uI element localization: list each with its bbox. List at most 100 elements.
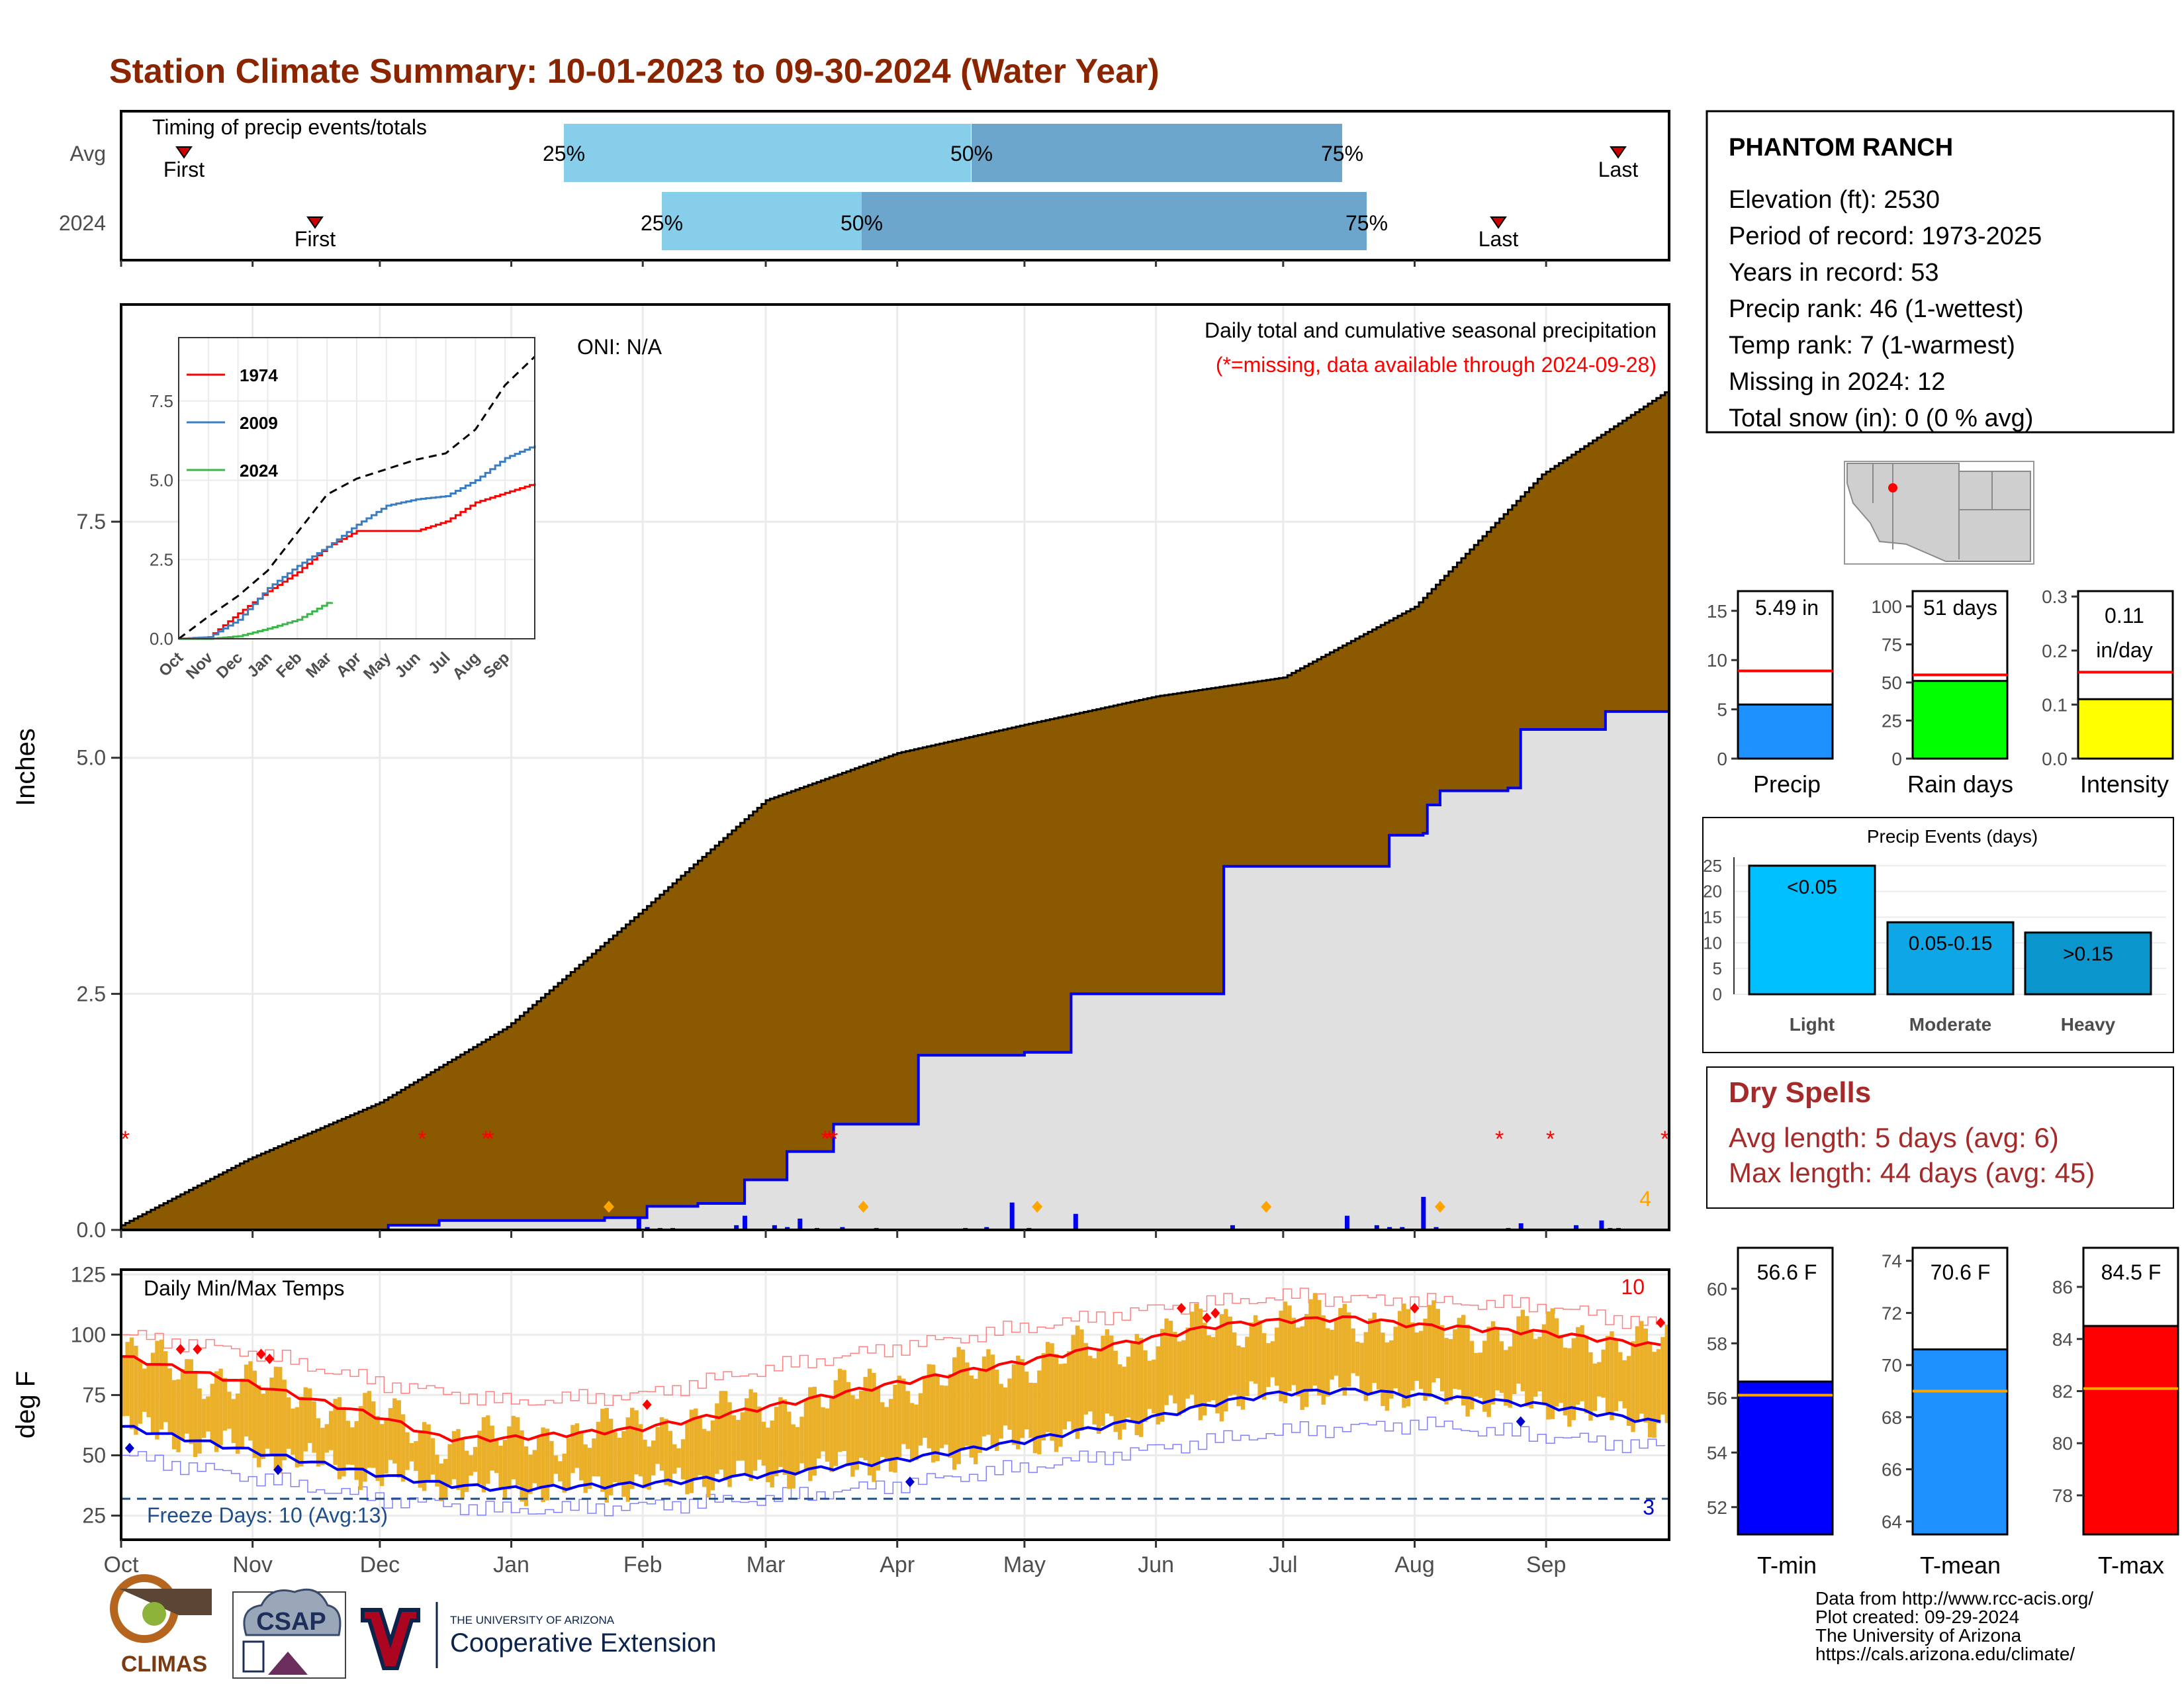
daily-precip-bar [772, 1225, 777, 1230]
daily-temp-bar [1050, 1343, 1054, 1441]
daily-temp-bar [469, 1455, 473, 1476]
daily-temp-bar [1457, 1317, 1461, 1390]
events-ytick: 20 [1703, 882, 1722, 902]
avg-50-75-bar [972, 124, 1342, 182]
daily-temp-bar [409, 1442, 414, 1462]
inset-series-2009 [179, 445, 536, 640]
daily-temp-bar [1453, 1329, 1457, 1389]
footer-line: Plot created: 09-29-2024 [1815, 1607, 2019, 1627]
footer-line: The University of Arizona [1815, 1625, 2022, 1646]
month-label: Jun [1138, 1552, 1174, 1577]
summary-ytick: 100 [1871, 596, 1902, 617]
daily-temp-bar [1160, 1329, 1165, 1422]
daily-temp-bar [761, 1421, 766, 1466]
temp-summary-ytick: 64 [1882, 1511, 1902, 1532]
daily-temp-bar [821, 1407, 825, 1452]
daily-temp-bar [1228, 1316, 1232, 1396]
missing-marker: * [121, 1127, 130, 1152]
daily-temp-bar [766, 1427, 770, 1483]
daily-precip-bar [645, 1227, 650, 1230]
daily-temp-bar [757, 1406, 762, 1460]
summary-ytick: 0.3 [2042, 586, 2068, 607]
daily-temp-bar [782, 1399, 788, 1475]
daily-temp-bar [541, 1427, 545, 1503]
daily-precip-bar [743, 1215, 748, 1230]
daily-temp-bar [659, 1417, 664, 1471]
daily-temp-bar [227, 1391, 232, 1429]
timing-marker-icon [306, 216, 324, 229]
summary-ytick: 0.0 [2042, 749, 2068, 769]
daily-temp-bar [1312, 1293, 1318, 1386]
daily-temp-bar [278, 1366, 283, 1474]
avg-tmax-line [120, 1315, 1661, 1443]
legend-2009: 2009 [240, 413, 278, 433]
events-category: Heavy [2061, 1014, 2116, 1035]
first-label-avg: First [163, 158, 205, 181]
daily-temp-bar [1045, 1342, 1050, 1432]
daily-temp-bar [799, 1417, 804, 1464]
daily-temp-bar [1482, 1340, 1487, 1412]
y2024-50-75-bar [862, 192, 1367, 250]
heavy-event-marker [603, 1201, 614, 1213]
record-high-marker [256, 1348, 266, 1360]
page-title: Station Climate Summary: 10-01-2023 to 0… [109, 52, 1160, 91]
temp-summary-ytick: 68 [1882, 1407, 1902, 1428]
daily-temp-bar [265, 1389, 270, 1449]
daily-temp-bar [486, 1415, 490, 1484]
daily-temp-bar [1270, 1341, 1275, 1378]
daily-temp-bar [1584, 1335, 1589, 1413]
daily-temp-bar [549, 1440, 554, 1485]
climas-logo: CLIMAS [110, 1574, 212, 1677]
daily-temp-bar [1359, 1342, 1364, 1393]
daily-temp-bar [808, 1387, 813, 1481]
daily-temp-bar [1253, 1315, 1258, 1384]
daily-temp-bar [171, 1380, 177, 1450]
daily-temp-bar [698, 1417, 702, 1476]
daily-temp-bar [1291, 1317, 1297, 1385]
daily-temp-bar [715, 1403, 719, 1474]
daily-temp-bar [286, 1397, 291, 1449]
month-label: Nov [232, 1552, 272, 1577]
daily-temp-bar [752, 1392, 758, 1471]
daily-temp-bar [142, 1368, 147, 1412]
daily-temp-bar [909, 1403, 915, 1462]
timing-marker-icon [1610, 146, 1627, 159]
daily-temp-bar [1418, 1331, 1424, 1389]
daily-temp-bar [358, 1406, 363, 1490]
daily-temp-bar [960, 1349, 966, 1450]
daily-precip-bar [1230, 1225, 1235, 1230]
daily-temp-bar [1003, 1387, 1008, 1426]
daily-temp-bar [651, 1440, 656, 1476]
avg-25pct: 25% [543, 142, 585, 165]
missing-note: (*=missing, data available through 2024-… [1216, 353, 1657, 377]
daily-temp-bar [935, 1375, 940, 1462]
daily-temp-bar [1130, 1342, 1135, 1422]
station-name: PHANTOM RANCH [1729, 134, 1953, 162]
daily-temp-bar [1355, 1341, 1360, 1376]
daily-temp-bar [1300, 1326, 1304, 1410]
daily-temp-bar [1067, 1351, 1071, 1422]
daily-temp-bar [574, 1423, 580, 1468]
summary-ytick: 0.1 [2042, 694, 2068, 715]
daily-temp-bar [647, 1446, 652, 1490]
daily-temp-bar [180, 1369, 185, 1440]
missing-marker: * [1546, 1127, 1555, 1152]
inset-legend: 1974 2009 2024 [187, 365, 278, 481]
daily-temp-bar [791, 1424, 796, 1489]
daily-temp-bar [324, 1424, 329, 1453]
temp-summary-ytick: 60 [1707, 1279, 1727, 1299]
missing-marker: * [829, 1127, 838, 1152]
daily-temp-bar [731, 1415, 737, 1477]
daily-temp-bar [1469, 1340, 1475, 1410]
daily-temp-bar [1622, 1360, 1627, 1409]
tmax-bar-value: 84.5 F [2101, 1260, 2161, 1284]
daily-temp-bar [125, 1342, 130, 1417]
temp-summary-ytick: 54 [1707, 1442, 1727, 1463]
daily-temp-bar [694, 1408, 698, 1480]
temp-summary-bar [2082, 1325, 2179, 1536]
tmin-bar-value: 56.6 F [1757, 1260, 1817, 1284]
timing-panel: Timing of precip events/totals Avg 2024 … [59, 110, 1670, 267]
tmean-bar-label: T-mean [1920, 1552, 2001, 1579]
precip-frame [120, 303, 1670, 1231]
temp-summary-bar [1737, 1380, 1834, 1536]
